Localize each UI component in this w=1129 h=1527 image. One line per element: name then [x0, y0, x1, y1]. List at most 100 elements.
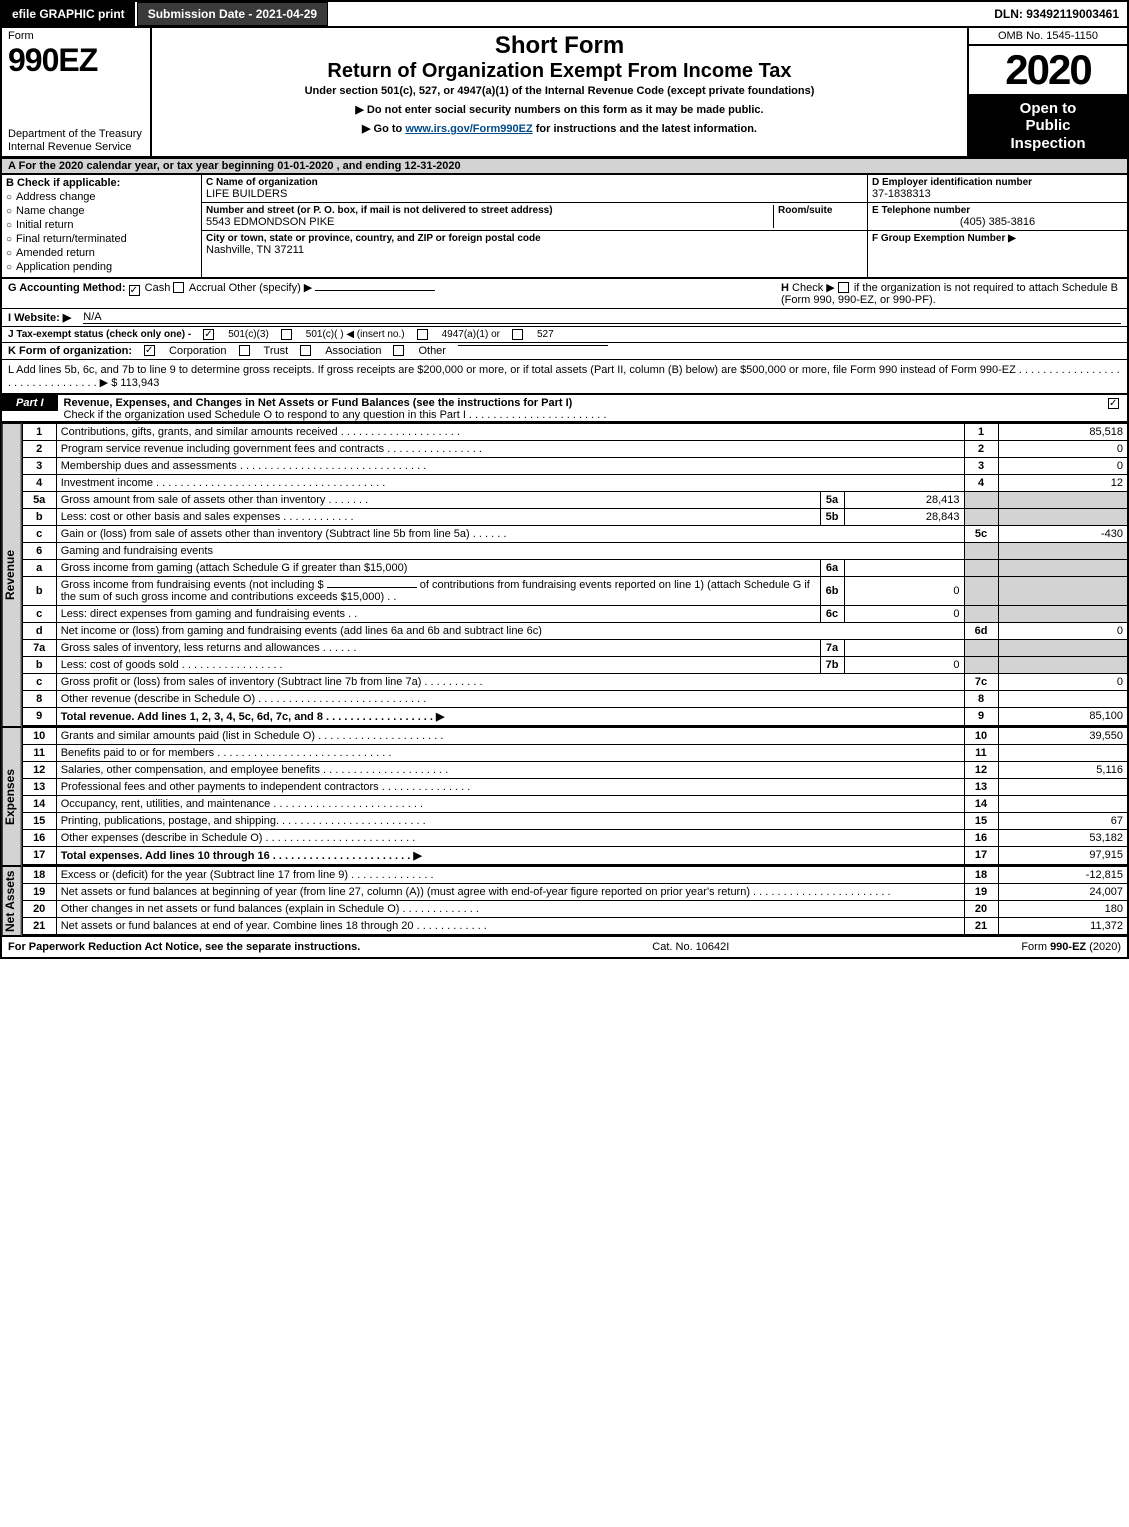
chk-address-change[interactable]: Address change — [6, 191, 197, 203]
footer-mid: Cat. No. 10642I — [652, 941, 729, 953]
revenue-section: Revenue 1Contributions, gifts, grants, a… — [0, 423, 1129, 727]
chk-other-org[interactable] — [393, 345, 404, 356]
line-6d: dNet income or (loss) from gaming and fu… — [22, 622, 1128, 639]
part1-bar: Part I Revenue, Expenses, and Changes in… — [0, 395, 1129, 423]
section-j: J Tax-exempt status (check only one) - 5… — [0, 327, 1129, 343]
section-b: B Check if applicable: Address change Na… — [2, 175, 202, 277]
org-city: Nashville, TN 37211 — [206, 244, 863, 256]
topbar: efile GRAPHIC print Submission Date - 20… — [0, 0, 1129, 26]
other-org-input[interactable] — [458, 345, 608, 346]
chk-4947[interactable] — [417, 329, 428, 340]
footer-right: Form 990-EZ (2020) — [1021, 941, 1121, 953]
chk-527[interactable] — [512, 329, 523, 340]
short-form-title: Short Form — [162, 32, 957, 60]
chk-corporation[interactable] — [144, 345, 155, 356]
line-6: 6Gaming and fundraising events — [22, 542, 1128, 559]
chk-501c[interactable] — [281, 329, 292, 340]
line-6c: cLess: direct expenses from gaming and f… — [22, 605, 1128, 622]
line-7c: cGross profit or (loss) from sales of in… — [22, 673, 1128, 690]
6b-amount-input[interactable] — [327, 587, 417, 588]
expenses-vlabel: Expenses — [2, 727, 22, 866]
line-10: 10Grants and similar amounts paid (list … — [22, 727, 1128, 744]
department-label: Department of the Treasury Internal Reve… — [8, 128, 144, 153]
line-3: 3Membership dues and assessments . . . .… — [22, 457, 1128, 474]
chk-association[interactable] — [300, 345, 311, 356]
line-6b: bGross income from fundraising events (n… — [22, 576, 1128, 605]
line-5c: cGain or (loss) from sale of assets othe… — [22, 525, 1128, 542]
section-l: L Add lines 5b, 6c, and 7b to line 9 to … — [0, 360, 1129, 395]
revenue-vlabel: Revenue — [2, 423, 22, 727]
form-number: 990EZ — [8, 42, 144, 79]
header-left: Form 990EZ Department of the Treasury In… — [2, 28, 152, 156]
chk-amended-return[interactable]: Amended return — [6, 247, 197, 259]
c-street-label: Number and street (or P. O. box, if mail… — [206, 205, 773, 216]
line-8: 8Other revenue (describe in Schedule O) … — [22, 690, 1128, 707]
line-11: 11Benefits paid to or for members . . . … — [22, 744, 1128, 761]
line-21: 21Net assets or fund balances at end of … — [22, 917, 1128, 935]
expenses-section: Expenses 10Grants and similar amounts pa… — [0, 727, 1129, 866]
c-room-label: Room/suite — [778, 205, 863, 216]
section-c: C Name of organization LIFE BUILDERS Num… — [202, 175, 867, 277]
form-header: Form 990EZ Department of the Treasury In… — [0, 26, 1129, 158]
dln-label: DLN: 93492119003461 — [986, 3, 1127, 25]
e-phone-label: E Telephone number — [872, 205, 1123, 216]
section-k: K Form of organization: Corporation Trus… — [0, 343, 1129, 360]
line-1: 1Contributions, gifts, grants, and simil… — [22, 423, 1128, 440]
header-center: Short Form Return of Organization Exempt… — [152, 28, 967, 156]
line-9: 9Total revenue. Add lines 1, 2, 3, 4, 5c… — [22, 707, 1128, 726]
ein-value: 37-1838313 — [872, 188, 1123, 200]
warning-line: ▶ Do not enter social security numbers o… — [162, 103, 957, 116]
chk-trust[interactable] — [239, 345, 250, 356]
section-a-bar: A For the 2020 calendar year, or tax yea… — [0, 158, 1129, 173]
part1-title: Revenue, Expenses, and Changes in Net As… — [64, 395, 607, 421]
g-accounting: G Accounting Method: Cash Accrual Other … — [8, 281, 769, 296]
net-assets-vlabel: Net Assets — [2, 866, 22, 936]
page-footer: For Paperwork Reduction Act Notice, see … — [0, 936, 1129, 959]
line-15: 15Printing, publications, postage, and s… — [22, 812, 1128, 829]
subtitle: Under section 501(c), 527, or 4947(a)(1)… — [162, 85, 957, 97]
chk-501c3[interactable] — [203, 329, 214, 340]
expenses-table: 10Grants and similar amounts paid (list … — [22, 727, 1129, 866]
d-ein-label: D Employer identification number — [872, 177, 1123, 188]
line-7b: bLess: cost of goods sold . . . . . . . … — [22, 656, 1128, 673]
section-gh: G Accounting Method: Cash Accrual Other … — [0, 279, 1129, 309]
header-right: OMB No. 1545-1150 2020 Open to Public In… — [967, 28, 1127, 156]
line-4: 4Investment income . . . . . . . . . . .… — [22, 474, 1128, 491]
tax-year: 2020 — [969, 46, 1127, 96]
line-5a: 5aGross amount from sale of assets other… — [22, 491, 1128, 508]
chk-schedule-o[interactable] — [1108, 398, 1119, 409]
chk-name-change[interactable]: Name change — [6, 205, 197, 217]
line-5b: bLess: cost or other basis and sales exp… — [22, 508, 1128, 525]
submission-date-badge: Submission Date - 2021-04-29 — [137, 2, 328, 26]
section-i: I Website: ▶ N/A — [0, 309, 1129, 327]
goto-line: ▶ Go to www.irs.gov/Form990EZ for instru… — [162, 122, 957, 135]
f-group-label: F Group Exemption Number ▶ — [872, 233, 1123, 244]
line-17: 17Total expenses. Add lines 10 through 1… — [22, 846, 1128, 865]
line-18: 18Excess or (deficit) for the year (Subt… — [22, 866, 1128, 883]
line-2: 2Program service revenue including gover… — [22, 440, 1128, 457]
efile-print-button[interactable]: efile GRAPHIC print — [2, 2, 137, 26]
c-city-label: City or town, state or province, country… — [206, 233, 863, 244]
chk-final-return[interactable]: Final return/terminated — [6, 233, 197, 245]
omb-number: OMB No. 1545-1150 — [969, 28, 1127, 46]
irs-link[interactable]: www.irs.gov/Form990EZ — [405, 123, 532, 135]
b-title: B Check if applicable: — [6, 177, 197, 189]
net-assets-table: 18Excess or (deficit) for the year (Subt… — [22, 866, 1129, 936]
org-street: 5543 EDMONDSON PIKE — [206, 216, 773, 228]
chk-h[interactable] — [838, 282, 849, 293]
footer-left: For Paperwork Reduction Act Notice, see … — [8, 941, 360, 953]
open-to-public: Open to Public Inspection — [969, 96, 1127, 156]
chk-accrual[interactable] — [173, 282, 184, 293]
chk-initial-return[interactable]: Initial return — [6, 219, 197, 231]
line-16: 16Other expenses (describe in Schedule O… — [22, 829, 1128, 846]
return-title: Return of Organization Exempt From Incom… — [162, 60, 957, 83]
line-19: 19Net assets or fund balances at beginni… — [22, 883, 1128, 900]
line-6a: aGross income from gaming (attach Schedu… — [22, 559, 1128, 576]
line-7a: 7aGross sales of inventory, less returns… — [22, 639, 1128, 656]
revenue-table: 1Contributions, gifts, grants, and simil… — [22, 423, 1129, 727]
chk-application-pending[interactable]: Application pending — [6, 261, 197, 273]
other-specify-input[interactable] — [315, 290, 435, 291]
line-14: 14Occupancy, rent, utilities, and mainte… — [22, 795, 1128, 812]
org-name: LIFE BUILDERS — [206, 188, 863, 200]
chk-cash[interactable] — [129, 285, 140, 296]
